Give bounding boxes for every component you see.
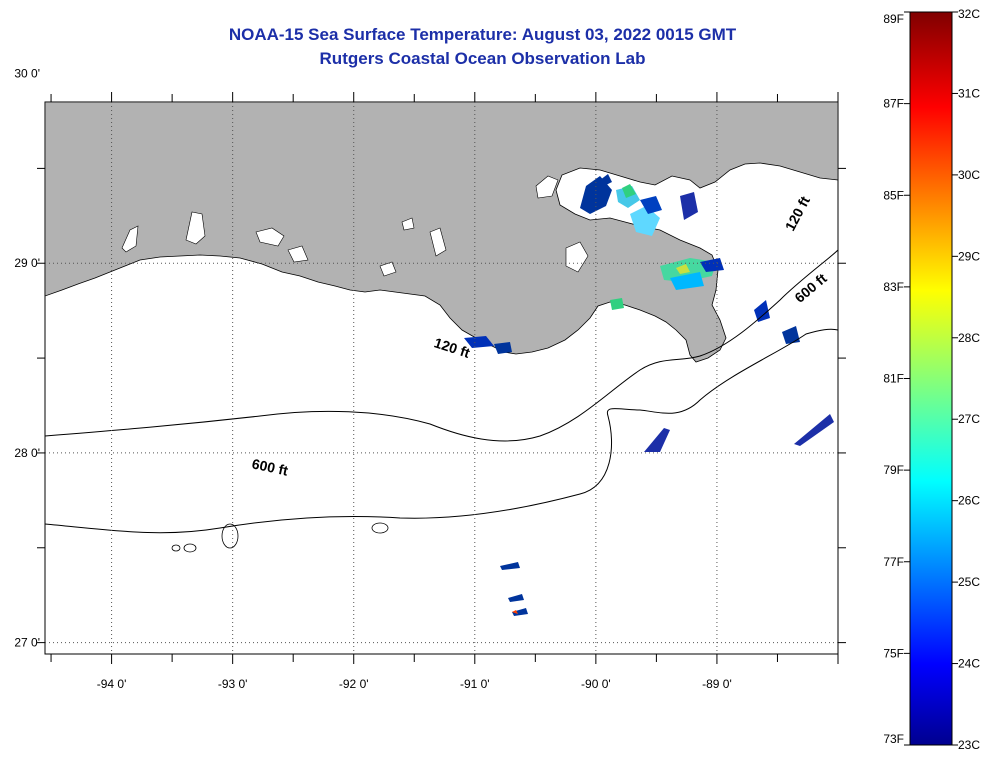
contour-loop xyxy=(171,544,181,552)
colorbar-label-c: 29C xyxy=(958,249,980,263)
lake xyxy=(287,245,309,263)
lat-tick-label: 28 0' xyxy=(14,446,40,460)
lon-tick-label: -91 0' xyxy=(460,677,490,691)
colorbar-label-f: 81F xyxy=(883,372,904,386)
colorbar-label-f: 83F xyxy=(883,280,904,294)
lat-tick-label: 29 0' xyxy=(14,256,40,270)
lake xyxy=(255,227,285,247)
lon-tick-label: -90 0' xyxy=(581,677,611,691)
lake xyxy=(379,261,397,277)
contour-loop xyxy=(183,543,197,553)
contour-120ft-west xyxy=(45,249,838,442)
map-title: NOAA-15 Sea Surface Temperature: August … xyxy=(228,25,737,44)
colorbar-labels: 89F 87F 85F 83F 81F 79F 77F 75F 73F 32C 31C 30C 29C 2… xyxy=(883,7,980,752)
colorbar-label-f: 85F xyxy=(883,188,904,202)
colorbar-label-c: 23C xyxy=(958,738,980,752)
lake xyxy=(535,175,559,199)
lon-tick-label: -94 0' xyxy=(97,677,127,691)
colorbar-label-c: 26C xyxy=(958,494,980,508)
colorbar-label-f: 77F xyxy=(883,555,904,569)
contour-label: 600 ft xyxy=(250,455,289,478)
colorbar-label-f: 75F xyxy=(883,646,904,660)
lake xyxy=(429,227,447,257)
colorbar-label-c: 24C xyxy=(958,657,980,671)
map-axes: -94 0' -93 0' -92 0' -91 0' -90 0' -89 0' 30 0… xyxy=(14,67,846,691)
colorbar-label-f: 87F xyxy=(883,97,904,111)
contour-loop xyxy=(221,523,239,549)
lat-tick-label: 30 0' xyxy=(14,67,40,81)
contour-600ft-west xyxy=(45,328,838,534)
lon-tick-label: -92 0' xyxy=(339,677,369,691)
colorbar-label-f: 89F xyxy=(883,12,904,26)
lake xyxy=(401,217,415,231)
colorbar-label-c: 27C xyxy=(958,412,980,426)
colorbar-label-c: 31C xyxy=(958,86,980,100)
graticule xyxy=(45,102,838,654)
lat-tick-label: 27 0' xyxy=(14,636,40,650)
colorbar xyxy=(909,11,953,746)
lake xyxy=(121,225,139,253)
colorbar-label-f: 79F xyxy=(883,463,904,477)
colorbar-label-f: 73F xyxy=(883,732,904,746)
lon-tick-label: -89 0' xyxy=(702,677,732,691)
map-subtitle: Rutgers Coastal Ocean Observation Lab xyxy=(319,49,646,68)
sst-data xyxy=(464,174,834,616)
land-mass xyxy=(45,102,838,363)
contour-loop xyxy=(371,522,389,534)
colorbar-label-c: 28C xyxy=(958,331,980,345)
colorbar-label-c: 30C xyxy=(958,168,980,182)
colorbar-label-c: 32C xyxy=(958,7,980,21)
colorbar-label-c: 25C xyxy=(958,575,980,589)
lon-tick-label: -93 0' xyxy=(218,677,248,691)
lake xyxy=(185,211,206,245)
